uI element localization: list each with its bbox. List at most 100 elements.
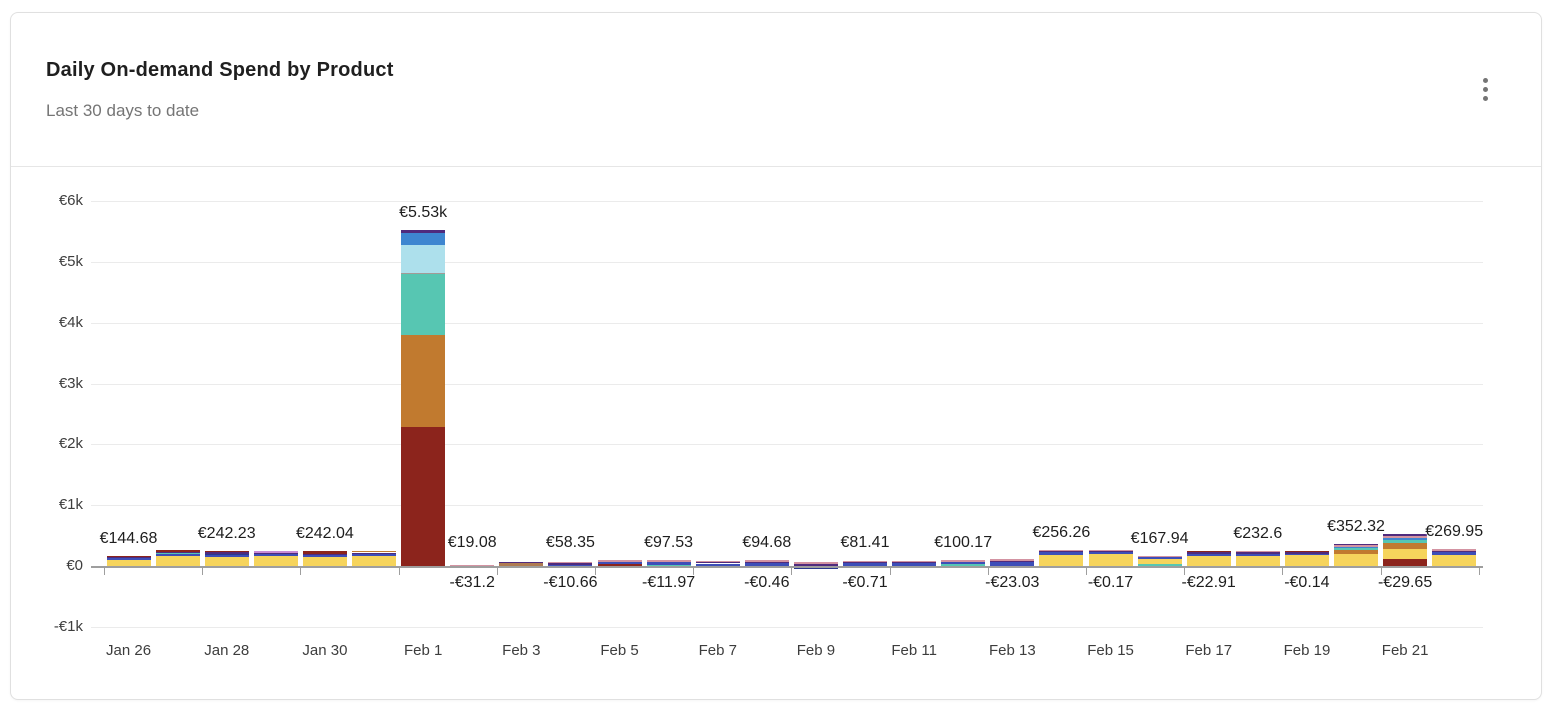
bar-segment[interactable] <box>1039 554 1084 566</box>
bar-segment[interactable] <box>401 274 446 335</box>
bar-segment[interactable] <box>155 552 200 554</box>
bar-segment[interactable] <box>499 563 544 566</box>
bar-segment[interactable] <box>204 552 249 554</box>
bar-segment[interactable] <box>1235 552 1280 554</box>
bar-segment[interactable] <box>1383 535 1428 539</box>
bar-segment[interactable] <box>302 557 347 566</box>
bar-segment[interactable] <box>1186 551 1231 553</box>
bar-segment[interactable] <box>941 559 986 562</box>
bar-segment[interactable] <box>646 560 691 563</box>
bar-segment[interactable] <box>990 560 1035 563</box>
bar-segment[interactable] <box>1334 554 1378 566</box>
bar-segment[interactable] <box>548 564 593 566</box>
bar-segment[interactable] <box>892 562 937 564</box>
bar-segment[interactable] <box>1186 553 1231 556</box>
bar-segment[interactable] <box>106 557 151 559</box>
bar-segment[interactable] <box>155 551 200 553</box>
bar-segment[interactable] <box>597 564 642 566</box>
bar-segment[interactable] <box>597 561 642 565</box>
bar-segment[interactable] <box>695 560 740 563</box>
bar-segment[interactable] <box>1284 553 1329 556</box>
bar-segment[interactable] <box>1088 554 1133 566</box>
bar-segment[interactable] <box>1432 550 1477 552</box>
bar-segment[interactable] <box>450 564 495 566</box>
bar-segment[interactable] <box>1235 555 1280 566</box>
bar-segment[interactable] <box>1186 555 1231 566</box>
bar-segment[interactable] <box>1383 538 1428 540</box>
bar-segment[interactable] <box>401 244 446 273</box>
bar-segment[interactable] <box>1235 551 1280 553</box>
bar-segment[interactable] <box>253 554 298 557</box>
bar-segment[interactable] <box>793 562 838 564</box>
bar-segment[interactable] <box>352 552 396 555</box>
bar-segment[interactable] <box>1137 557 1182 559</box>
bar-segment[interactable] <box>1383 548 1428 559</box>
bar-segment[interactable] <box>1137 558 1182 565</box>
bar-segment[interactable] <box>646 564 691 566</box>
bar-segment[interactable] <box>1432 549 1477 551</box>
bar-segment[interactable] <box>892 563 937 566</box>
bar-segment[interactable] <box>204 551 249 553</box>
bar-segment[interactable] <box>1432 552 1477 555</box>
bar-segment[interactable] <box>843 563 887 566</box>
bar-segment[interactable] <box>499 561 544 564</box>
bar-segment[interactable] <box>401 334 446 428</box>
bar-segment[interactable] <box>1383 539 1428 543</box>
bar-segment[interactable] <box>352 550 396 553</box>
bar-segment[interactable] <box>793 563 838 566</box>
bar-segment[interactable] <box>1088 552 1133 555</box>
bar-segment[interactable] <box>990 558 1035 561</box>
bar-segment[interactable] <box>253 556 298 566</box>
bar-segment[interactable] <box>744 561 789 563</box>
bar-segment[interactable] <box>204 556 249 566</box>
bar-segment[interactable] <box>401 427 446 566</box>
bar-segment[interactable] <box>1137 564 1182 566</box>
bar-segment[interactable] <box>204 553 249 555</box>
bar-segment[interactable] <box>744 562 789 566</box>
bar-segment[interactable] <box>1088 549 1133 552</box>
bar-segment[interactable] <box>1334 546 1378 549</box>
bar-segment[interactable] <box>1284 552 1329 554</box>
bar-segment[interactable] <box>941 561 986 565</box>
bar-segment[interactable] <box>548 563 593 565</box>
bar-segment[interactable] <box>597 560 642 562</box>
bar-segment[interactable] <box>253 551 298 554</box>
bar-segment[interactable] <box>990 562 1035 566</box>
bar-segment[interactable] <box>941 564 986 566</box>
bar-segment[interactable] <box>302 553 347 556</box>
bar-segment[interactable] <box>253 553 298 555</box>
bar-segment[interactable] <box>106 556 151 558</box>
bar-segment[interactable] <box>1383 542 1428 549</box>
bar-segment[interactable] <box>1284 551 1329 553</box>
bar-segment[interactable] <box>646 562 691 565</box>
bar-segment[interactable] <box>352 556 396 566</box>
bar-segment[interactable] <box>1137 555 1182 557</box>
bar-segment[interactable] <box>155 555 200 566</box>
bar-segment[interactable] <box>204 554 249 557</box>
bar-segment[interactable] <box>1235 553 1280 556</box>
bar-segment[interactable] <box>401 272 446 275</box>
bar-segment[interactable] <box>155 550 200 552</box>
bar-segment[interactable] <box>1383 534 1428 536</box>
bar-segment[interactable] <box>548 562 593 564</box>
bar-segment-negative[interactable] <box>793 567 838 569</box>
bar-segment[interactable] <box>1284 555 1329 566</box>
bar-segment[interactable] <box>1334 548 1378 551</box>
bar-segment[interactable] <box>695 562 740 564</box>
bar-segment[interactable] <box>352 554 396 557</box>
bar-segment[interactable] <box>1383 559 1428 566</box>
bar-segment[interactable] <box>744 559 789 562</box>
bar-segment[interactable] <box>1039 549 1084 552</box>
bar-segment[interactable] <box>302 555 347 557</box>
bar-segment[interactable] <box>843 562 887 564</box>
bar-segment[interactable] <box>892 560 937 563</box>
bar-segment[interactable] <box>302 551 347 554</box>
bar-segment[interactable] <box>1039 551 1084 553</box>
bar-segment[interactable] <box>1432 554 1477 566</box>
bar-segment[interactable] <box>106 559 151 566</box>
bar-segment[interactable] <box>695 563 740 566</box>
bar-segment[interactable] <box>843 560 887 563</box>
bar-segment[interactable] <box>106 558 151 560</box>
bar-segment[interactable] <box>1039 552 1084 555</box>
card-menu-button[interactable] <box>1474 71 1496 107</box>
